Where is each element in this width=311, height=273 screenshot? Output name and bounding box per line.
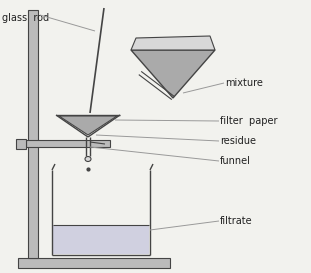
Text: filter  paper: filter paper (220, 116, 277, 126)
Text: funnel: funnel (220, 156, 251, 166)
Bar (18, 258, 170, 268)
Bar (28, 10, 38, 258)
Bar (16, 139, 26, 149)
Polygon shape (131, 36, 215, 50)
Polygon shape (131, 50, 215, 98)
Ellipse shape (85, 156, 91, 162)
Text: mixture: mixture (225, 78, 263, 88)
Text: filtrate: filtrate (220, 216, 253, 226)
Text: glass  rod: glass rod (2, 13, 49, 23)
Bar (53, 225, 149, 254)
Polygon shape (59, 116, 117, 135)
Text: residue: residue (220, 136, 256, 146)
Bar (26, 140, 110, 147)
